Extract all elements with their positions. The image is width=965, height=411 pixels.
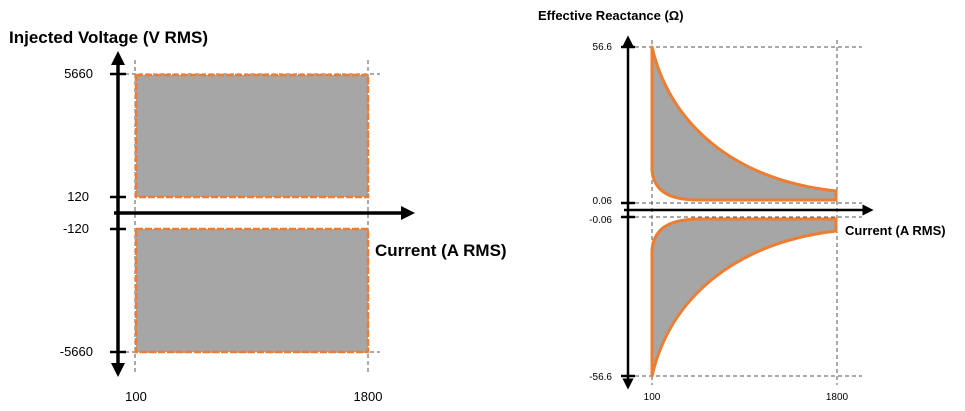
right-x-tick-100: 100	[644, 392, 661, 403]
left-y-tick-neg120: -120	[63, 221, 89, 236]
left-x-axis-title: Current (A RMS)	[375, 241, 507, 260]
left-positive-region	[134, 73, 370, 199]
left-y-tick-neg5660: -5660	[60, 344, 93, 359]
left-x-tick-1800: 1800	[354, 389, 383, 404]
right-x-axis-title: Current (A RMS)	[845, 223, 946, 238]
left-y-tick-120: 120	[67, 189, 89, 204]
right-y-tick-0-06: 0.06	[593, 196, 613, 207]
right-y-tick-neg56-6: -56.6	[589, 372, 612, 383]
left-x-tick-100: 100	[125, 389, 147, 404]
right-reactance-diagram: Effective Reactance (Ω) Current (A RMS) …	[538, 8, 946, 403]
right-y-tick-neg0-06: -0.06	[589, 215, 612, 226]
left-voltage-diagram: Injected Voltage (V RMS) Current (A RMS)…	[9, 28, 507, 404]
right-positive-region	[650, 45, 838, 202]
left-negative-region	[134, 227, 370, 354]
right-y-tick-marks	[621, 45, 635, 378]
right-y-axis-title: Effective Reactance (Ω)	[538, 8, 684, 23]
left-y-tick-5660: 5660	[64, 66, 93, 81]
right-x-tick-1800: 1800	[826, 392, 849, 403]
left-y-tick-marks	[110, 72, 126, 354]
right-y-tick-56-6: 56.6	[593, 42, 613, 53]
right-negative-region	[650, 217, 838, 378]
left-y-axis-title: Injected Voltage (V RMS)	[9, 28, 208, 47]
